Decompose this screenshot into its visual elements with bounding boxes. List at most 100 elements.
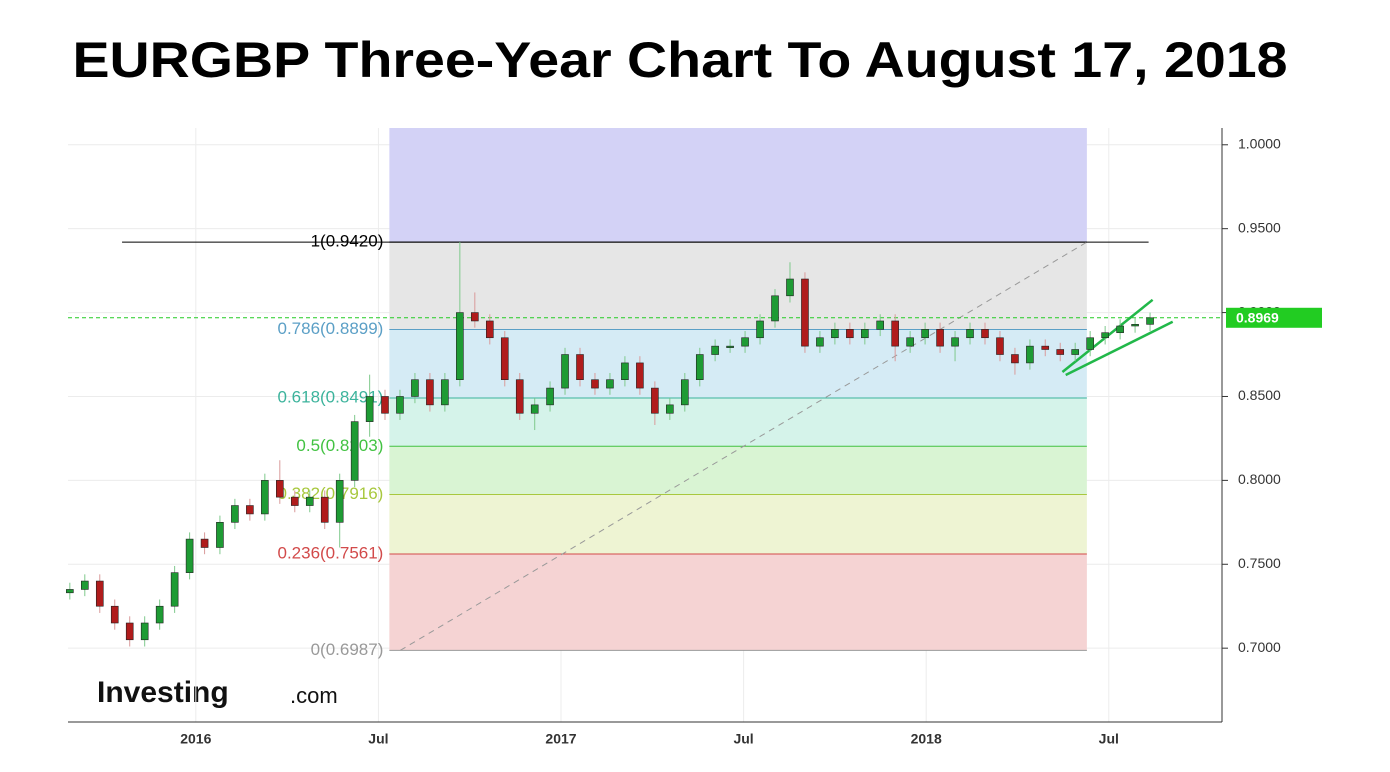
y-tick-label: 0.8500 [1238, 387, 1281, 403]
candle-body [801, 278, 809, 347]
candle-body [1056, 349, 1065, 355]
candle-body [155, 605, 164, 624]
candle-body [426, 379, 434, 406]
candle-body [981, 329, 989, 339]
y-tick-label: 0.9500 [1238, 219, 1281, 235]
candle-body [966, 329, 974, 339]
y-tick-label: 1.0000 [1238, 135, 1281, 151]
watermark: Investing [97, 676, 229, 709]
candle-body [651, 387, 659, 414]
candle-body [1041, 345, 1050, 350]
price-tag-label: 0.8969 [1236, 309, 1279, 325]
candle-body [335, 480, 344, 523]
fib-band [389, 242, 1087, 330]
fib-label: 0.618(0.8491) [277, 387, 383, 406]
x-tick-label: 2016 [180, 731, 211, 747]
x-tick-label: Jul [733, 731, 753, 747]
candle-body [515, 379, 524, 414]
candle-body [1011, 354, 1019, 364]
fib-band [389, 446, 1087, 495]
chart-title: EURGBP Three-Year Chart To August 17, 20… [73, 32, 1288, 88]
candle-body [591, 379, 599, 389]
candle-body [1116, 325, 1124, 334]
fib-band [389, 329, 1087, 398]
candle-body [1101, 332, 1109, 339]
candle-body [350, 421, 359, 481]
candle-body [1071, 349, 1079, 355]
candle-body [471, 312, 479, 322]
candle-body [125, 622, 134, 641]
candle-body [231, 505, 239, 523]
fib-band [389, 554, 1087, 651]
candle-body [786, 278, 794, 297]
price-tag [1226, 307, 1322, 328]
y-tick-label: 0.7000 [1238, 639, 1281, 655]
candle-body [110, 605, 119, 624]
fib-label: 0(0.6987) [311, 640, 384, 659]
fib-label: 0.5(0.8203) [296, 436, 383, 455]
candle-body [170, 572, 179, 607]
candle-body [1146, 317, 1154, 325]
candle-body [261, 480, 269, 515]
watermark: .com [290, 683, 338, 708]
candle-body [561, 354, 569, 389]
candle-body [276, 480, 284, 498]
candle-body [216, 522, 224, 548]
candle-body [996, 337, 1004, 355]
candle-body [726, 345, 734, 348]
candle-body [320, 496, 329, 523]
fib-label: 0.786(0.8899) [277, 319, 383, 338]
candle-body [66, 589, 74, 594]
candle-body [906, 337, 914, 347]
candle-body [1026, 345, 1034, 364]
candle-body [441, 379, 449, 406]
candle-body [816, 337, 824, 347]
candle-body [936, 329, 944, 347]
y-tick-label: 0.8000 [1238, 471, 1281, 487]
candle-body [666, 404, 674, 414]
annotation-line [400, 241, 1088, 651]
candle-body [756, 320, 764, 339]
candle-body [921, 329, 929, 339]
candle-body [290, 496, 299, 506]
candle-body [831, 329, 839, 339]
candle-body [305, 496, 314, 506]
candle-body [200, 538, 209, 548]
candle-body [695, 354, 704, 380]
fib-band [389, 397, 1087, 447]
candle-body [381, 396, 389, 414]
fib-band [389, 494, 1087, 555]
candle-body [636, 362, 644, 389]
candle-body [606, 379, 614, 389]
candle-body [80, 580, 89, 590]
candle-body [95, 580, 104, 607]
candle-body [711, 345, 719, 355]
fib-label: 1(0.9420) [311, 232, 384, 251]
fib-label: 0.236(0.7561) [277, 544, 383, 563]
candle-body [891, 320, 899, 347]
candle-body [741, 337, 749, 347]
candle-body [546, 387, 554, 406]
x-tick-label: 2018 [911, 731, 942, 747]
fib-label: 0.382(0.7916) [277, 484, 383, 503]
candle-body [246, 505, 254, 515]
candle-body [530, 404, 539, 414]
candle-body [411, 379, 419, 397]
candle-body [185, 538, 194, 573]
candle-body [140, 622, 149, 641]
candle-body [485, 320, 494, 339]
candle-body [951, 337, 959, 347]
annotation-line [1065, 320, 1174, 377]
candle-body [1131, 324, 1139, 327]
fib-band [389, 128, 1087, 243]
candle-body [861, 329, 869, 339]
candle-body [500, 337, 509, 380]
x-tick-label: Jul [368, 731, 388, 747]
candle-body [396, 396, 404, 414]
candle-body [365, 396, 374, 422]
x-tick-label: 2017 [545, 731, 576, 747]
y-tick-label: 0.7500 [1238, 555, 1281, 571]
candle-body [1086, 337, 1094, 350]
candle-body [456, 312, 464, 380]
